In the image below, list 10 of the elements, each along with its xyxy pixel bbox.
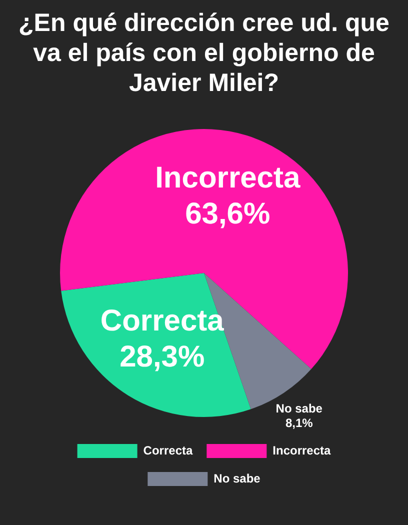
slice-label: Correcta bbox=[100, 304, 224, 338]
data-label: 63,6% bbox=[185, 198, 270, 231]
data-label: 28,3% bbox=[120, 340, 205, 374]
slice-label: Incorrecta bbox=[155, 162, 300, 195]
data-label: 8,1% bbox=[285, 416, 314, 430]
chart-title: ¿En qué dirección cree ud. que va el país con el gobierno de Javier Milei? bbox=[18, 8, 390, 98]
category-label: Incorrecta bbox=[272, 443, 331, 458]
legend-label: Correcta bbox=[143, 443, 193, 458]
legend-label: No sabe bbox=[214, 471, 261, 486]
slice-label: No sabe bbox=[276, 401, 323, 416]
